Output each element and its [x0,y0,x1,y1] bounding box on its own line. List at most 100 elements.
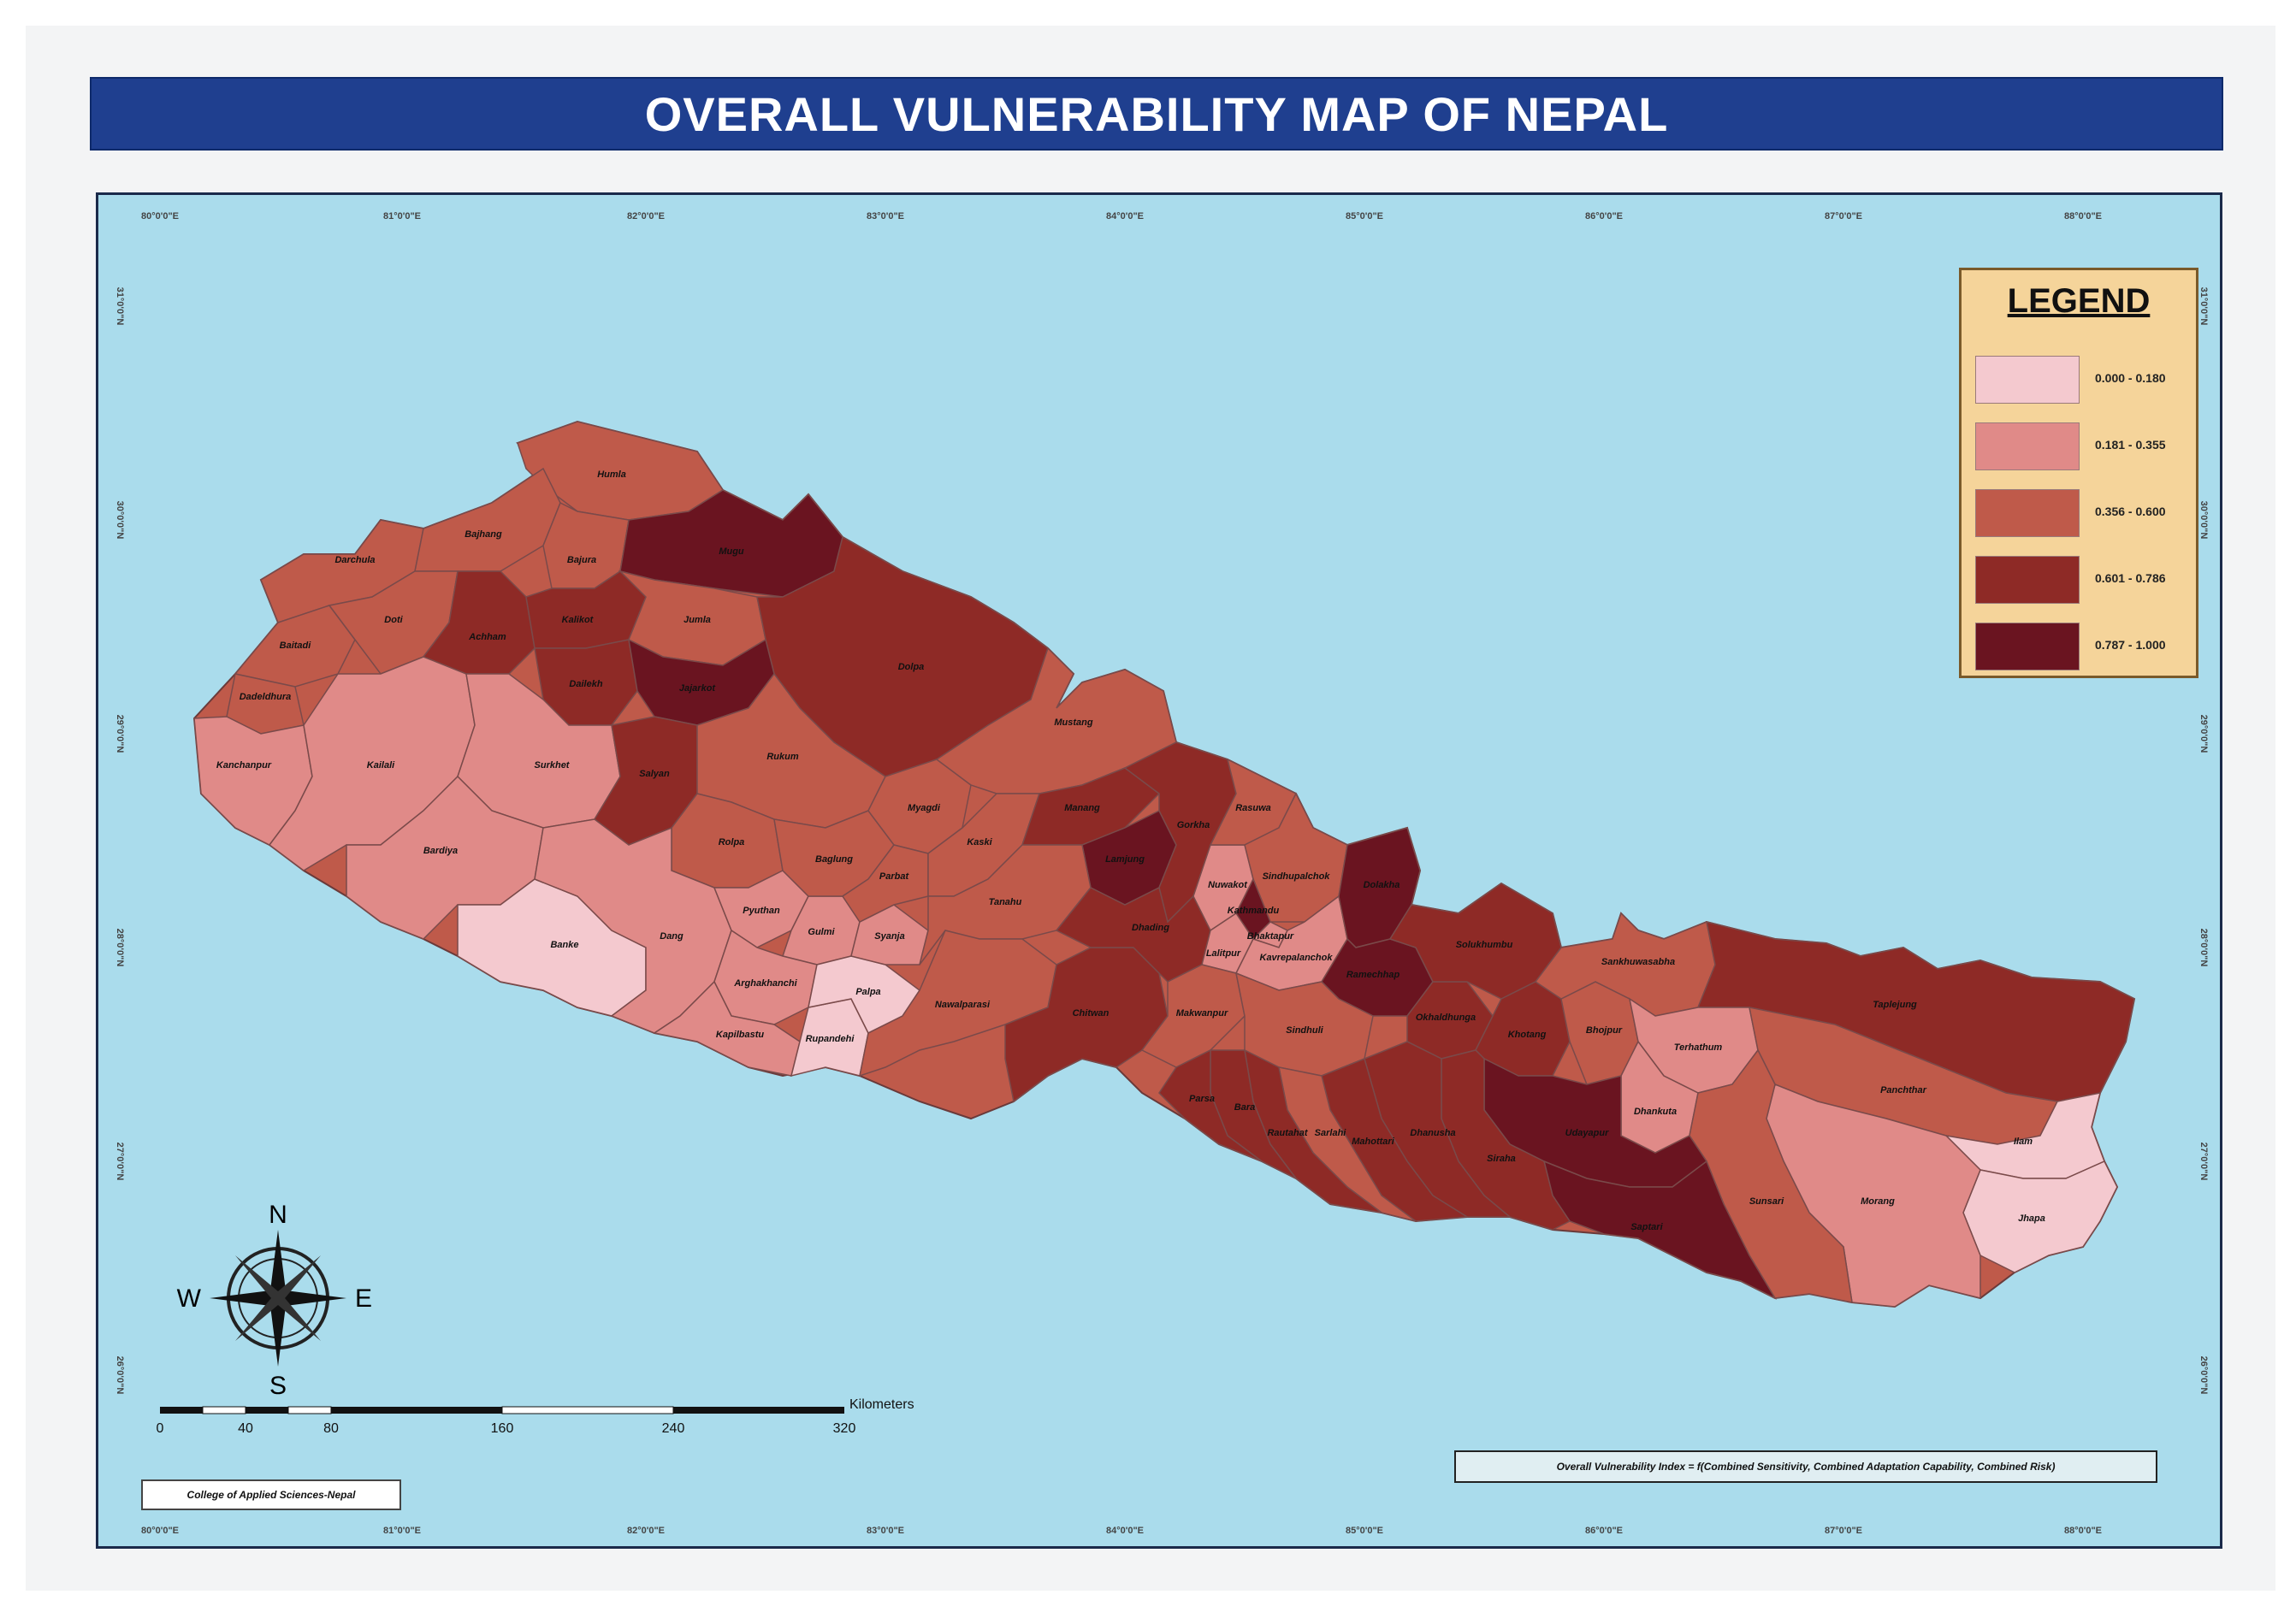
district-label-gorkha: Gorkha [1177,820,1210,830]
district-labels: Humla Darchula Bajhang Bajura Mugu Baitadi Dad… [216,469,2045,1232]
district-label-parbat: Parbat [879,871,910,882]
legend-swatch [1975,556,2080,604]
scale-seg-2 [246,1407,288,1414]
legend-item: 0.787 - 1.000 [1975,623,2189,670]
graticule-label-bottom: 86°0'0"E [1585,1526,1623,1536]
graticule-left-labels: 31°0'0"N 30°0'0"N 29°0'0"N 28°0'0"N 27°0'0"N… [115,287,125,1395]
scale-seg-3 [287,1406,332,1414]
legend-label: 0.181 - 0.355 [2095,438,2166,452]
graticule-label-top: 81°0'0"E [383,211,421,221]
district-label-surkhet: Surkhet [535,760,571,771]
compass-s: S [269,1372,287,1400]
district-label-mustang: Mustang [1054,717,1093,728]
district-label-dailekh: Dailekh [569,679,602,689]
district-label-siraha: Siraha [1487,1154,1516,1164]
district-label-nuwakot: Nuwakot [1208,880,1248,890]
legend-label: 0.356 - 0.600 [2095,505,2166,518]
district-label-terhathum: Terhathum [1674,1042,1723,1053]
district-label-saptari: Saptari [1630,1222,1663,1232]
district-label-rautahat: Rautahat [1267,1128,1308,1138]
compass-w: W [177,1284,202,1313]
compass-needle-east [278,1290,346,1306]
scale-tick-3: 160 [491,1421,514,1436]
map-frame: 80°0'0"E 81°0'0"E 82°0'0"E 83°0'0"E 84°0'0"E… [96,192,2222,1549]
district-label-ilam: Ilam [2014,1137,2033,1147]
credit-text: College of Applied Sciences-Nepal [186,1489,356,1501]
graticule-label-right: 31°0'0"N [2198,287,2209,326]
compass-needle-west [210,1290,278,1306]
district-label-dang: Dang [660,931,683,942]
graticule-label-bottom: 88°0'0"E [2064,1526,2102,1536]
district-label-palpa: Palpa [855,987,880,997]
map-canvas: 80°0'0"E 81°0'0"E 82°0'0"E 83°0'0"E 84°0'0"E… [115,211,2209,1536]
district-label-lamjung: Lamjung [1105,854,1145,865]
scale-seg-1 [202,1406,246,1414]
graticule-bottom-labels: 80°0'0"E 81°0'0"E 82°0'0"E 83°0'0"E 84°0'0"E… [141,1526,2102,1536]
legend-swatch [1975,356,2080,404]
district-label-dolpa: Dolpa [898,662,925,672]
district-label-lalitpur: Lalitpur [1206,948,1241,959]
graticule-label-top: 88°0'0"E [2064,211,2102,221]
legend-label: 0.601 - 0.786 [2095,571,2166,585]
credit-box: College of Applied Sciences-Nepal [141,1479,401,1510]
district-label-dadeldhura: Dadeldhura [240,692,292,702]
district-label-morang: Morang [1861,1196,1895,1207]
graticule-label-bottom: 85°0'0"E [1346,1526,1383,1536]
compass-needle-nw [235,1255,278,1298]
scale-tick-4: 240 [662,1421,685,1436]
district-label-kalikot: Kalikot [562,615,595,625]
district-label-doti: Doti [384,615,403,625]
map-title: OVERALL VULNERABILITY MAP OF NEPAL [644,86,1669,141]
district-saptari[interactable] [1542,1160,1777,1300]
scale-seg-6 [673,1407,844,1414]
graticule-label-bottom: 84°0'0"E [1106,1526,1144,1536]
district-kapilbastu[interactable] [653,980,801,1077]
district-label-kavrepalanchok: Kavrepalanchok [1260,953,1334,963]
graticule-label-left: 30°0'0"N [115,501,125,540]
district-label-bhaktapur: Bhaktapur [1247,931,1294,942]
district-parbat[interactable] [841,844,929,923]
compass-rose: N S E W [177,1201,372,1400]
district-label-ramechhap: Ramechhap [1346,970,1400,980]
district-label-mahottari: Mahottari [1352,1137,1394,1147]
compass-e: E [355,1284,372,1313]
district-label-kapilbastu: Kapilbastu [716,1030,765,1040]
district-label-jhapa: Jhapa [2018,1214,2045,1224]
district-label-dhanusha: Dhanusha [1410,1128,1455,1138]
district-label-arghakhanchi: Arghakhanchi [733,978,797,989]
legend-item: 0.356 - 0.600 [1975,489,2189,537]
district-label-sankhuwasabha: Sankhuwasabha [1601,957,1675,967]
compass-needle-se [278,1298,321,1341]
district-label-kathmandu: Kathmandu [1228,906,1280,916]
district-label-panchthar: Panchthar [1880,1085,1927,1095]
district-label-achham: Achham [468,632,506,642]
district-label-rolpa: Rolpa [719,837,745,847]
graticule-label-right: 29°0'0"N [2198,715,2209,753]
scale-unit: Kilometers [849,1397,914,1412]
title-banner: OVERALL VULNERABILITY MAP OF NEPAL [90,77,2223,151]
legend-label: 0.000 - 0.180 [2095,371,2166,385]
graticule-label-bottom: 80°0'0"E [141,1526,179,1536]
district-label-khotang: Khotang [1508,1030,1547,1040]
district-label-pyuthan: Pyuthan [743,906,780,916]
district-label-rupandehi: Rupandehi [806,1034,855,1044]
graticule-label-top: 87°0'0"E [1825,211,1862,221]
graticule-label-bottom: 82°0'0"E [627,1526,665,1536]
district-label-chitwan: Chitwan [1073,1008,1110,1019]
graticule-label-bottom: 83°0'0"E [867,1526,904,1536]
district-label-sarlahi: Sarlahi [1315,1128,1347,1138]
district-label-mugu: Mugu [719,546,744,557]
legend-item: 0.181 - 0.355 [1975,422,2189,470]
district-label-bhojpur: Bhojpur [1586,1025,1623,1036]
legend-swatch [1975,623,2080,670]
scale-tick-2: 80 [323,1421,339,1436]
graticule-label-top: 85°0'0"E [1346,211,1383,221]
district-label-taplejung: Taplejung [1873,1000,1917,1010]
district-label-dhankuta: Dhankuta [1634,1107,1677,1117]
district-label-jajarkot: Jajarkot [679,683,717,694]
graticule-right-labels: 31°0'0"N 30°0'0"N 29°0'0"N 28°0'0"N 27°0'0"N… [2198,287,2209,1395]
district-parsa[interactable] [1158,1048,1263,1162]
district-label-kailali: Kailali [367,760,395,771]
graticule-label-top: 82°0'0"E [627,211,665,221]
district-label-dhading: Dhading [1132,923,1169,933]
